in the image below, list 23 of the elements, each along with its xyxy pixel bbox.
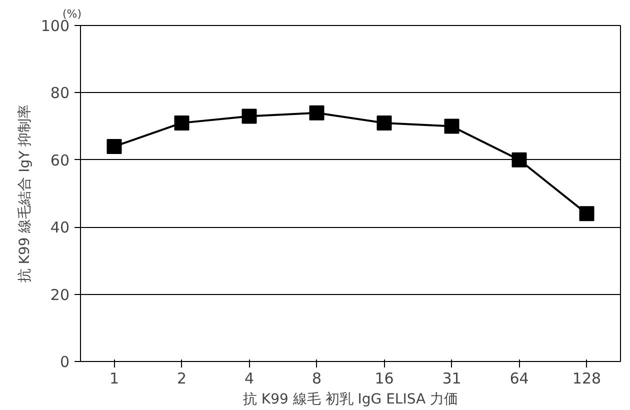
x-tick-label: 64 xyxy=(510,370,529,388)
point xyxy=(376,115,392,130)
x-tick-label: 1 xyxy=(109,370,120,388)
x-tick-label: 128 xyxy=(572,370,602,388)
x-tick-label: 31 xyxy=(442,370,462,388)
y-tick-label: 40 xyxy=(50,218,70,237)
x-tick-label: 8 xyxy=(312,370,322,388)
y-tick-label: 60 xyxy=(50,151,70,170)
point xyxy=(444,118,460,134)
point xyxy=(106,138,122,154)
x-axis-title: 抗 K99 線毛 初乳 IgG ELISA 力価 xyxy=(242,392,458,408)
x-tick-label: 4 xyxy=(244,370,254,388)
point xyxy=(512,152,527,168)
x-tick-label: 16 xyxy=(374,370,394,388)
point xyxy=(174,115,190,130)
y-axis-title: 抗 K99 線毛結合 IgY 抑制率 xyxy=(16,104,33,283)
x-tick-label: 2 xyxy=(176,370,187,388)
point xyxy=(309,105,324,120)
point xyxy=(242,108,257,124)
y-tick-label: 80 xyxy=(50,84,70,102)
y-tick-label: 20 xyxy=(50,286,70,304)
point xyxy=(579,206,594,222)
y-tick-label: 0 xyxy=(60,353,70,371)
